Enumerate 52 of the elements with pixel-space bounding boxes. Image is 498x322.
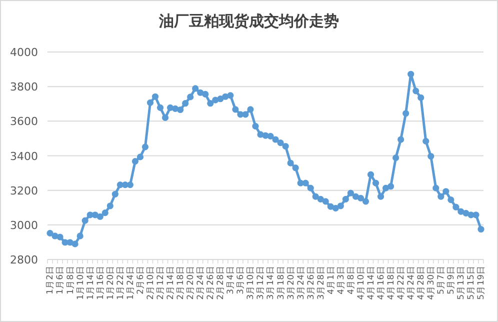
x-tick-label: 3月6日: [236, 266, 246, 294]
x-tick-label: 1月10日: [76, 266, 86, 300]
x-tick-label: 3月14日: [266, 266, 276, 300]
x-tick-label: 3月26日: [306, 266, 316, 300]
x-tick-label: 1月8日: [66, 266, 76, 294]
x-tick-label: 5月7日: [436, 266, 447, 294]
y-tick-label: 2800: [10, 254, 38, 266]
x-tick-label: 3月18日: [276, 266, 286, 300]
x-tick-label: 1月16日: [96, 266, 106, 300]
y-tick-label: 3600: [10, 115, 38, 128]
x-tick-label: 5月19日: [476, 266, 487, 300]
x-tick-label: 2月12日: [156, 266, 166, 300]
x-tick-label: 3月24日: [296, 266, 306, 300]
x-tick-label: 5月15日: [466, 266, 477, 300]
x-tick-label: 4月1日: [326, 266, 336, 294]
y-tick-label: 3400: [10, 150, 38, 163]
x-tick-label: 3月10日: [246, 266, 256, 300]
x-tick-label: 1月6日: [56, 266, 66, 294]
x-tick-label: 4月14日: [366, 266, 376, 300]
x-tick-label: 4月28日: [416, 266, 427, 300]
x-tick-label: 1月20日: [106, 266, 116, 300]
x-tick-label: 2月28日: [216, 266, 226, 300]
x-tick-label: 1月2日: [46, 266, 56, 294]
x-tick-label: 3月4日: [226, 266, 236, 294]
x-tick-label: 4月8日: [346, 266, 356, 294]
x-tick-label: 2月6日: [136, 266, 146, 294]
x-tick-label: 3月28日: [316, 266, 326, 300]
x-tick-label: 2月14日: [166, 266, 176, 300]
x-tick-label: 2月10日: [146, 266, 156, 300]
x-tick-label: 4月3日: [336, 266, 346, 294]
x-tick-label: 4月10日: [356, 266, 366, 300]
x-tick-label: 2月26日: [206, 266, 216, 300]
x-tick-label: 3月12日: [256, 266, 266, 300]
y-tick-label: 3800: [10, 80, 38, 94]
y-tick-label: 3000: [10, 218, 38, 232]
x-tick-label: 4月18日: [386, 266, 397, 300]
x-tick-label: 1月14日: [86, 266, 96, 300]
chart-title: 油厂豆粕现货成交均价走势: [158, 12, 339, 30]
x-tick-label: 1月24日: [126, 266, 136, 300]
x-tick-label: 5月9日: [446, 266, 457, 294]
x-tick-label: 5月13日: [456, 266, 467, 300]
x-tick-label: 1月22日: [116, 266, 126, 300]
y-tick-label: 4000: [10, 46, 38, 59]
x-tick-label: 3月20日: [286, 266, 296, 300]
x-tick-label: 4月16日: [376, 266, 386, 300]
x-tick-label: 4月22日: [396, 266, 407, 300]
x-tick-label: 4月24日: [406, 266, 417, 300]
x-tick-label: 4月30日: [426, 266, 437, 300]
x-tick-label: 2月24日: [196, 266, 206, 300]
x-tick-label: 2月18日: [176, 266, 186, 300]
y-tick-label: 3200: [10, 184, 38, 198]
x-tick-label: 2月20日: [186, 266, 196, 300]
